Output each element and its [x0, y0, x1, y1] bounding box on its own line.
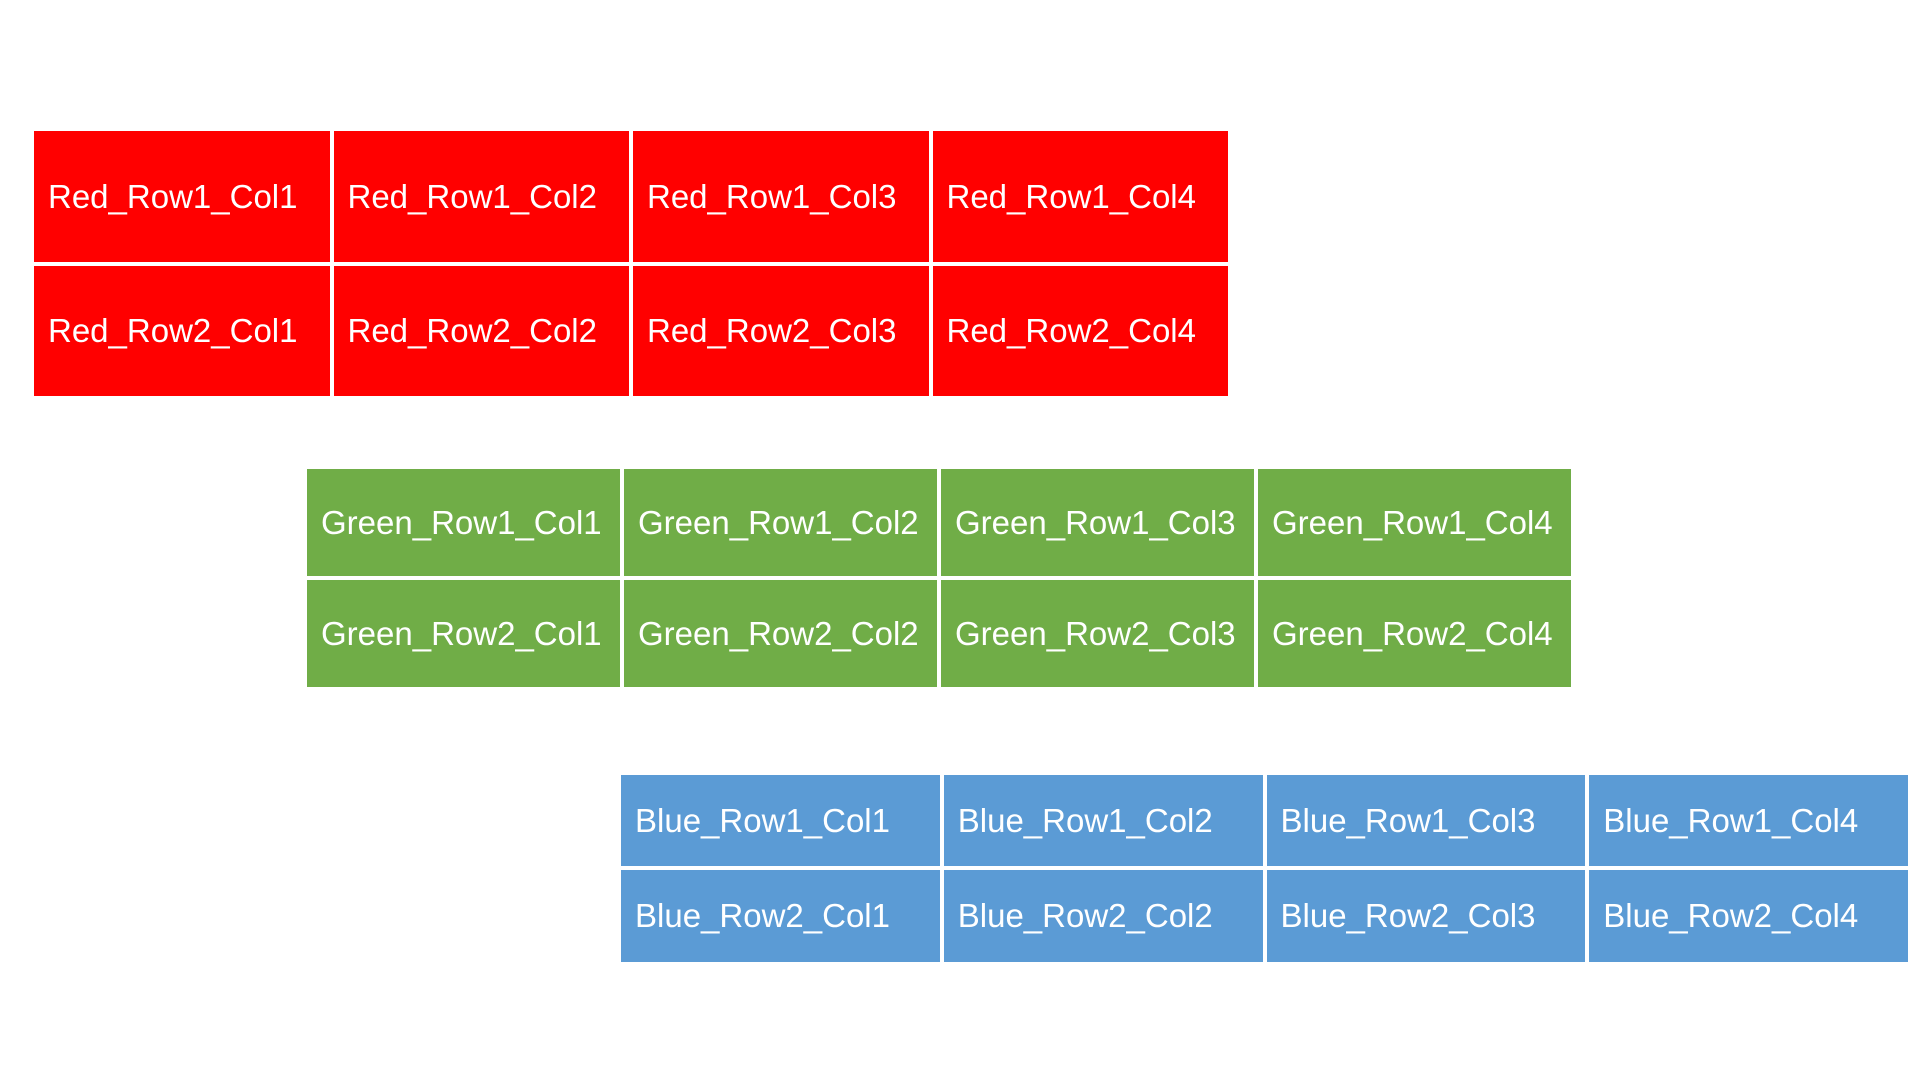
- green-row2-col2: Green_Row2_Col2: [624, 580, 937, 687]
- green-row1-col3: Green_Row1_Col3: [941, 469, 1254, 576]
- blue-row2-col1: Blue_Row2_Col1: [621, 870, 940, 962]
- red-row2-col4: Red_Row2_Col4: [932, 266, 1228, 396]
- green-row1-col4: Green_Row1_Col4: [1258, 469, 1571, 576]
- red-row1-col1: Red_Row1_Col1: [34, 131, 330, 262]
- red-row2-col1: Red_Row2_Col1: [34, 266, 330, 396]
- red-row1-col2: Red_Row1_Col2: [333, 131, 629, 262]
- red-row1-col3: Red_Row1_Col3: [633, 131, 929, 262]
- red-row2-col2: Red_Row2_Col2: [333, 266, 629, 396]
- green-row2-col3: Green_Row2_Col3: [941, 580, 1254, 687]
- blue-row1-col4: Blue_Row1_Col4: [1589, 775, 1908, 866]
- blue-row2-col2: Blue_Row2_Col2: [943, 870, 1263, 962]
- green-row1-col2: Green_Row1_Col2: [624, 469, 937, 576]
- green-table: Green_Row1_Col1 Green_Row1_Col2 Green_Ro…: [307, 469, 1571, 687]
- blue-table: Blue_Row1_Col1 Blue_Row1_Col2 Blue_Row1_…: [621, 775, 1908, 962]
- red-row2-col3: Red_Row2_Col3: [633, 266, 929, 396]
- green-row1-col1: Green_Row1_Col1: [307, 469, 620, 576]
- green-row2-col4: Green_Row2_Col4: [1258, 580, 1571, 687]
- blue-row2-col3: Blue_Row2_Col3: [1266, 870, 1586, 962]
- green-row2-col1: Green_Row2_Col1: [307, 580, 620, 687]
- blue-row1-col1: Blue_Row1_Col1: [621, 775, 940, 866]
- blue-row1-col2: Blue_Row1_Col2: [943, 775, 1263, 866]
- blue-row2-col4: Blue_Row2_Col4: [1589, 870, 1908, 962]
- red-row1-col4: Red_Row1_Col4: [932, 131, 1228, 262]
- red-table: Red_Row1_Col1 Red_Row1_Col2 Red_Row1_Col…: [34, 131, 1228, 396]
- blue-row1-col3: Blue_Row1_Col3: [1266, 775, 1586, 866]
